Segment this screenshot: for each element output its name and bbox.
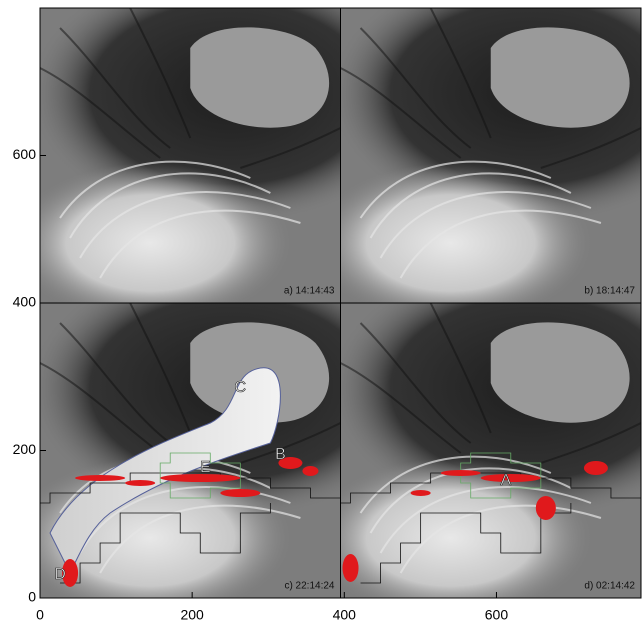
annotation: C: [235, 379, 247, 396]
red-patch: [278, 457, 303, 469]
x-tick-label: 400: [333, 607, 357, 623]
x-tick-label: 600: [485, 607, 509, 623]
red-patch: [480, 474, 541, 482]
solar-image: [310, 0, 644, 323]
red-patch: [410, 490, 431, 496]
panel-label: a) 14:14:43: [284, 286, 335, 297]
red-patch: [535, 496, 556, 520]
y-tick-label: 200: [13, 441, 37, 457]
red-patch: [440, 470, 481, 476]
red-patch: [160, 474, 241, 482]
y-tick-label: 600: [13, 146, 37, 162]
annotation: D: [54, 566, 66, 583]
x-tick-label: 200: [180, 607, 204, 623]
red-patch: [583, 461, 608, 475]
panel: [310, 258, 644, 618]
panel: [10, 258, 431, 618]
filament: [49, 367, 281, 575]
y-tick-label: 0: [28, 589, 36, 605]
panel-label: d) 02:14:42: [584, 581, 635, 592]
red-patch: [62, 559, 79, 587]
red-patch: [125, 480, 156, 486]
annotation: A: [500, 472, 511, 489]
panel: [310, 0, 644, 323]
red-patch: [302, 466, 319, 476]
x-tick-label: 0: [36, 607, 44, 623]
panel-label: c) 22:14:24: [284, 581, 334, 592]
y-tick-label: 400: [13, 294, 37, 310]
panel-label: b) 18:14:47: [584, 286, 635, 297]
annotation: B: [275, 446, 286, 463]
red-patch: [342, 554, 359, 582]
red-patch: [220, 489, 261, 497]
annotation: E: [200, 459, 211, 476]
red-patch: [75, 475, 126, 481]
solar-image: [310, 258, 644, 618]
